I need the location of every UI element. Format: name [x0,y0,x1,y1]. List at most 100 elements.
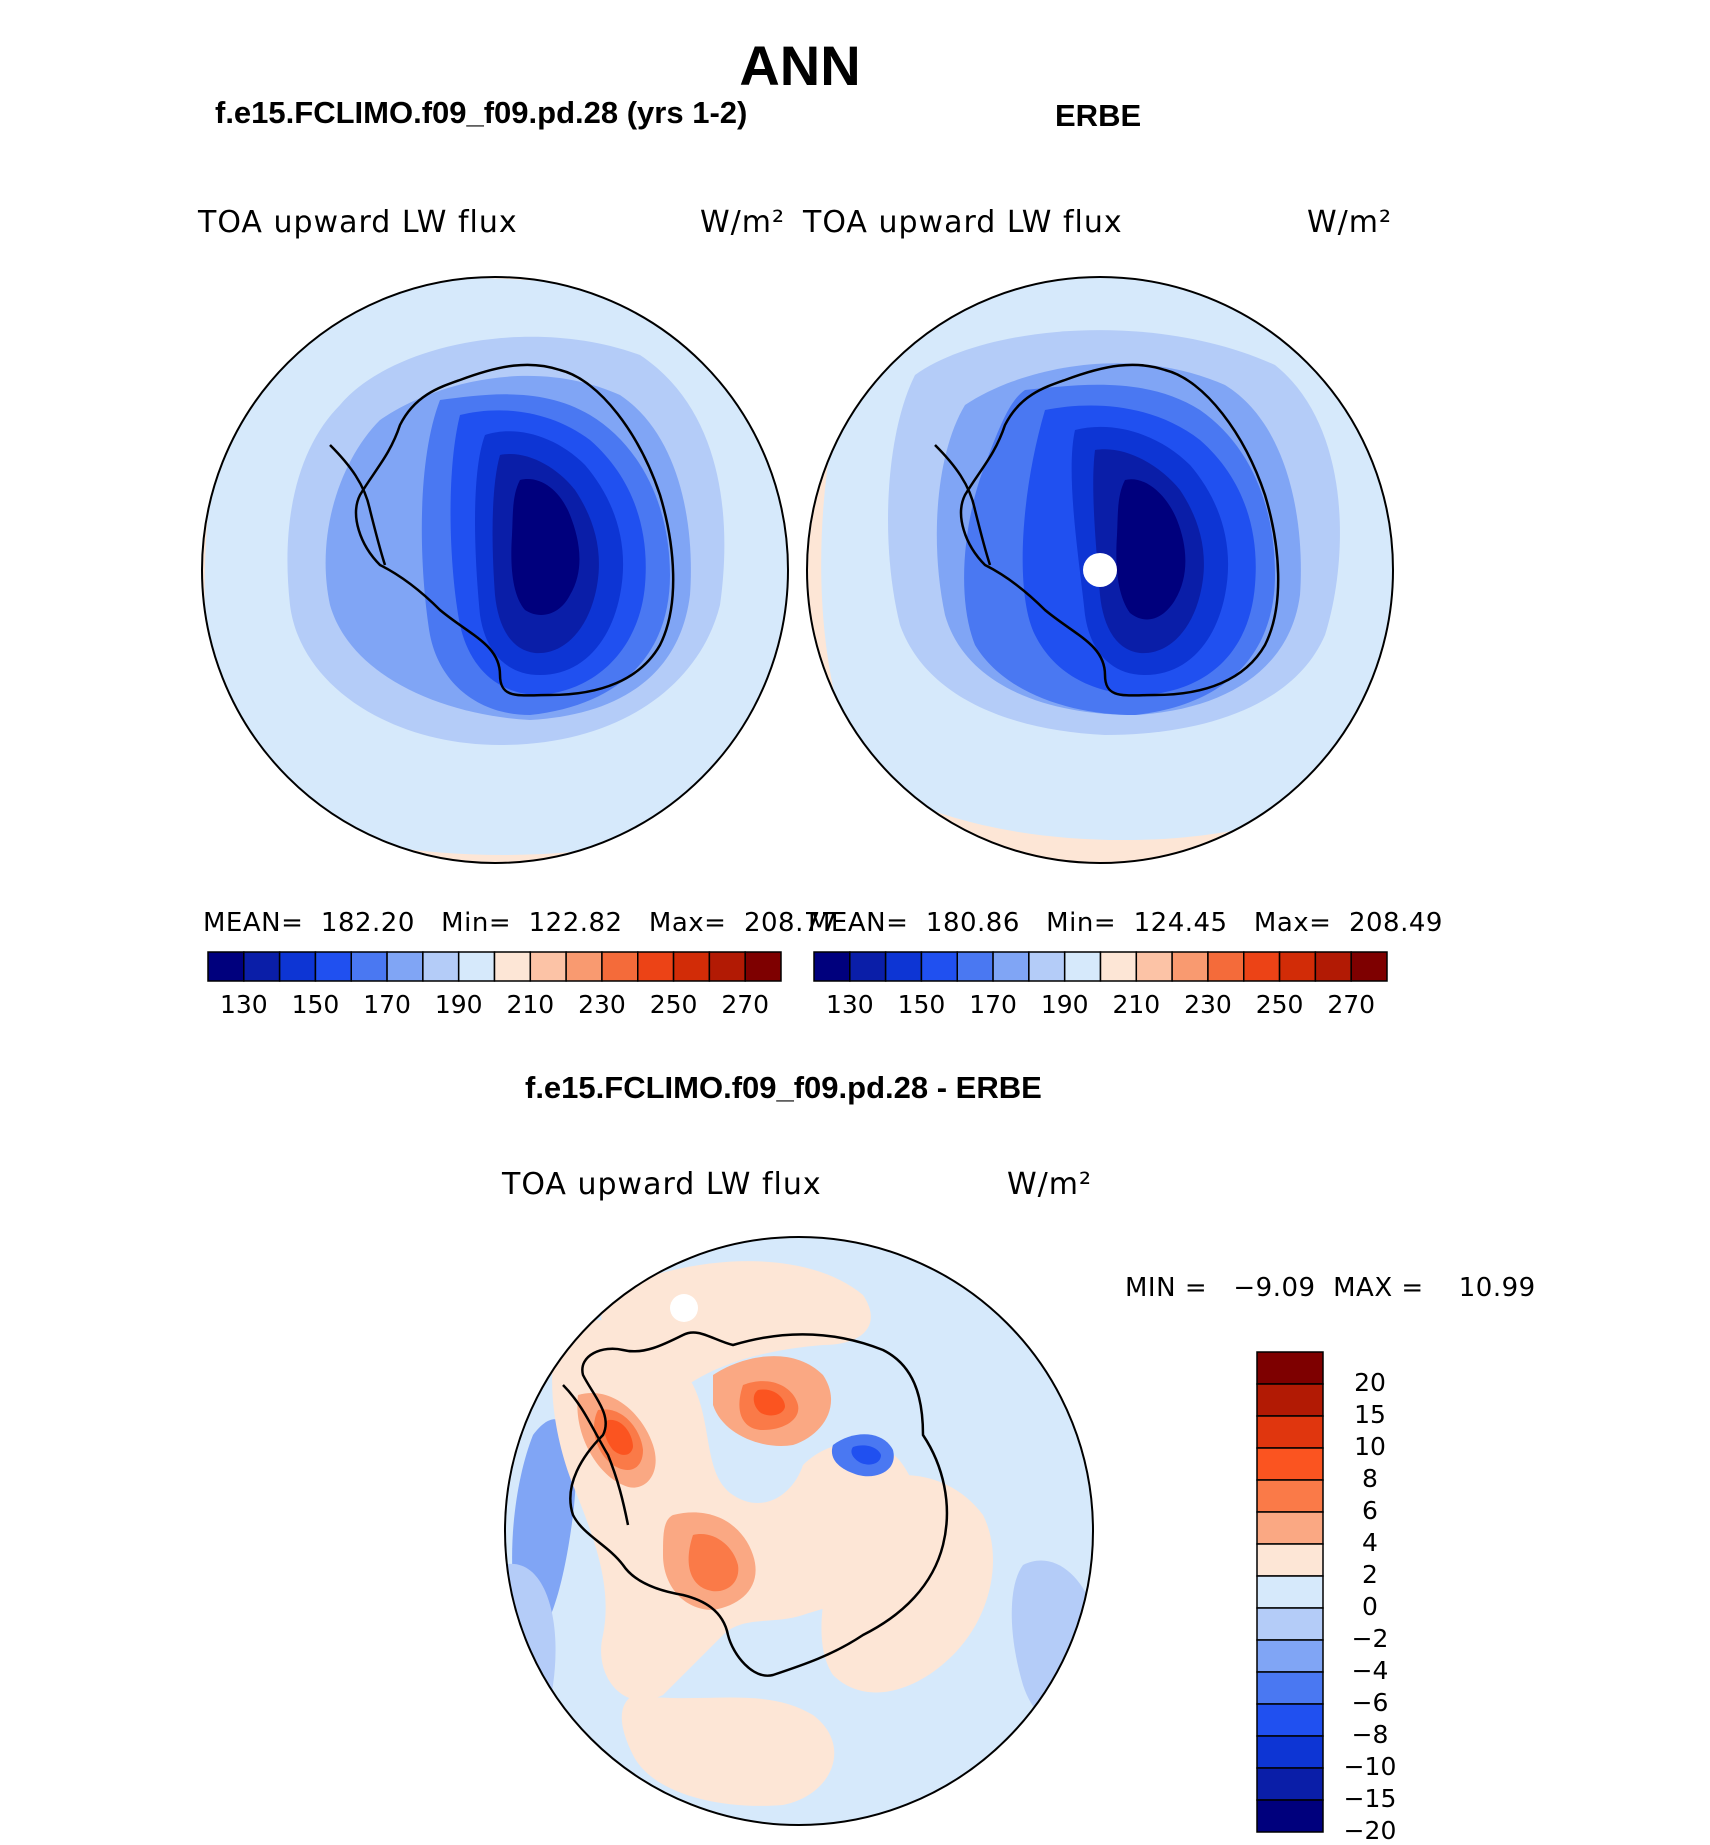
colorbar-tick-label: 150 [291,990,340,1019]
model-units-label: W/m² [700,205,786,240]
colorbar-box [1256,1447,1324,1481]
colorbar-tick-label: 170 [969,990,1017,1019]
colorbar-tick-label: −20 [1343,1816,1397,1845]
colorbar-tick-label: 230 [578,990,626,1019]
colorbar-tick-label: 250 [1255,990,1304,1019]
obs-colorbar-boxes [813,951,1388,982]
colorbar-box [1256,1351,1324,1385]
colorbar-box [278,951,317,982]
difference-colorbar-boxes [1256,1351,1324,1833]
colorbar-box [1135,951,1173,982]
colorbar-box [1256,1735,1324,1769]
colorbar-box [637,951,675,982]
colorbar-tick-label: −15 [1343,1784,1397,1813]
figure-title: ANN [739,34,861,97]
colorbar-tick-label: 270 [721,990,770,1019]
difference-colorbar [1256,1351,1324,1833]
colorbar-tick-label: 6 [1362,1496,1378,1525]
contour-band-6-8-peninsula [604,1419,633,1455]
colorbar-box [314,951,352,982]
colorbar-box [243,951,281,982]
colorbar-box [529,951,567,982]
colorbar-tick-label: −4 [1351,1656,1389,1685]
contour-band-4-6-ross [688,1534,739,1592]
contour-band-minus8-minus10 [851,1445,881,1465]
colorbar-box [1256,1383,1324,1417]
map-boundary [806,276,1394,864]
colorbar-box [1256,1543,1324,1577]
map-boundary [504,1236,1094,1826]
colorbar-box [1256,1703,1324,1737]
map-boundary [201,276,789,864]
obs-polar-map [806,276,1394,864]
colorbar-tick-label: 10 [1354,1432,1386,1461]
colorbar-tick-label: −6 [1351,1688,1389,1717]
model-stats: MEAN= 182.20 Min= 122.82 Max= 208.77 [203,908,838,938]
colorbar-box [1256,1607,1324,1641]
colorbar-box [457,951,496,982]
colorbar-box [1256,1479,1324,1513]
colorbar-tick-label: 2 [1362,1560,1378,1589]
colorbar-box [992,951,1030,982]
obs-stats: MEAN= 180.86 Min= 124.45 Max= 208.49 [808,908,1443,938]
colorbar-box [1243,951,1281,982]
model-polar-map [201,276,789,864]
obs-variable-label: TOA upward LW flux [803,205,1123,240]
colorbar-box [601,951,639,982]
colorbar-tick-label: 230 [1184,990,1232,1019]
model-colorbar-boxes [207,951,782,982]
contour-band-6-8-interior [753,1389,785,1416]
contour-band-0-2-east [821,1475,993,1693]
model-variable-label: TOA upward LW flux [198,205,518,240]
colorbar-box [1256,1575,1324,1609]
contour-band-0-2-south [621,1695,835,1806]
colorbar-box [849,951,887,982]
colorbar-tick-label: 130 [825,990,874,1019]
contour-band-120-130 [511,479,580,615]
colorbar-box [920,951,958,982]
colorbar-box [1314,951,1352,982]
contour-band-120-130 [1116,479,1186,620]
obs-panel-heading: ERBE [1055,98,1142,133]
colorbar-box [1256,1671,1324,1705]
colorbar-tick-label: −10 [1343,1752,1397,1781]
model-colorbar-ticks: 130 150 170 190 210 230 250 270 [207,990,782,1022]
colorbar-tick-label: 210 [1112,990,1161,1019]
colorbar-box [1256,1767,1324,1801]
colorbar-box [493,951,532,982]
colorbar-tick-label: 0 [1362,1592,1378,1621]
colorbar-box [744,951,782,982]
colorbar-tick-label: 190 [434,990,483,1019]
colorbar-box [708,951,746,982]
obs-colorbar-ticks: 130 150 170 190 210 230 250 270 [813,990,1388,1022]
antarctic-peninsula-coastline [562,1384,630,1526]
colorbar-tick-label: 190 [1040,990,1089,1019]
model-colorbar [207,951,782,982]
colorbar-box [1256,1511,1324,1545]
colorbar-box [884,951,923,982]
colorbar-box [1350,951,1388,982]
colorbar-box [1028,951,1066,982]
colorbar-tick-label: −2 [1351,1624,1389,1653]
colorbar-box [1099,951,1138,982]
colorbar-box [422,951,460,982]
difference-stats: MIN = −9.09 MAX = 10.99 [1125,1273,1536,1303]
colorbar-box [1256,1799,1324,1833]
obs-colorbar [813,951,1388,982]
colorbar-box [565,951,603,982]
colorbar-box [1256,1415,1324,1449]
colorbar-tick-label: 20 [1354,1368,1386,1397]
colorbar-box [1063,951,1102,982]
colorbar-tick-label: 150 [897,990,946,1019]
colorbar-box [813,951,851,982]
colorbar-tick-label: 130 [219,990,268,1019]
colorbar-tick-label: 15 [1354,1400,1386,1429]
antarctic-peninsula-coastline [934,444,992,566]
difference-units-label: W/m² [1007,1167,1093,1202]
colorbar-tick-label: 4 [1362,1528,1378,1557]
difference-variable-label: TOA upward LW flux [502,1167,822,1202]
colorbar-tick-label: 250 [649,990,698,1019]
colorbar-tick-label: 170 [363,990,411,1019]
colorbar-box [350,951,388,982]
